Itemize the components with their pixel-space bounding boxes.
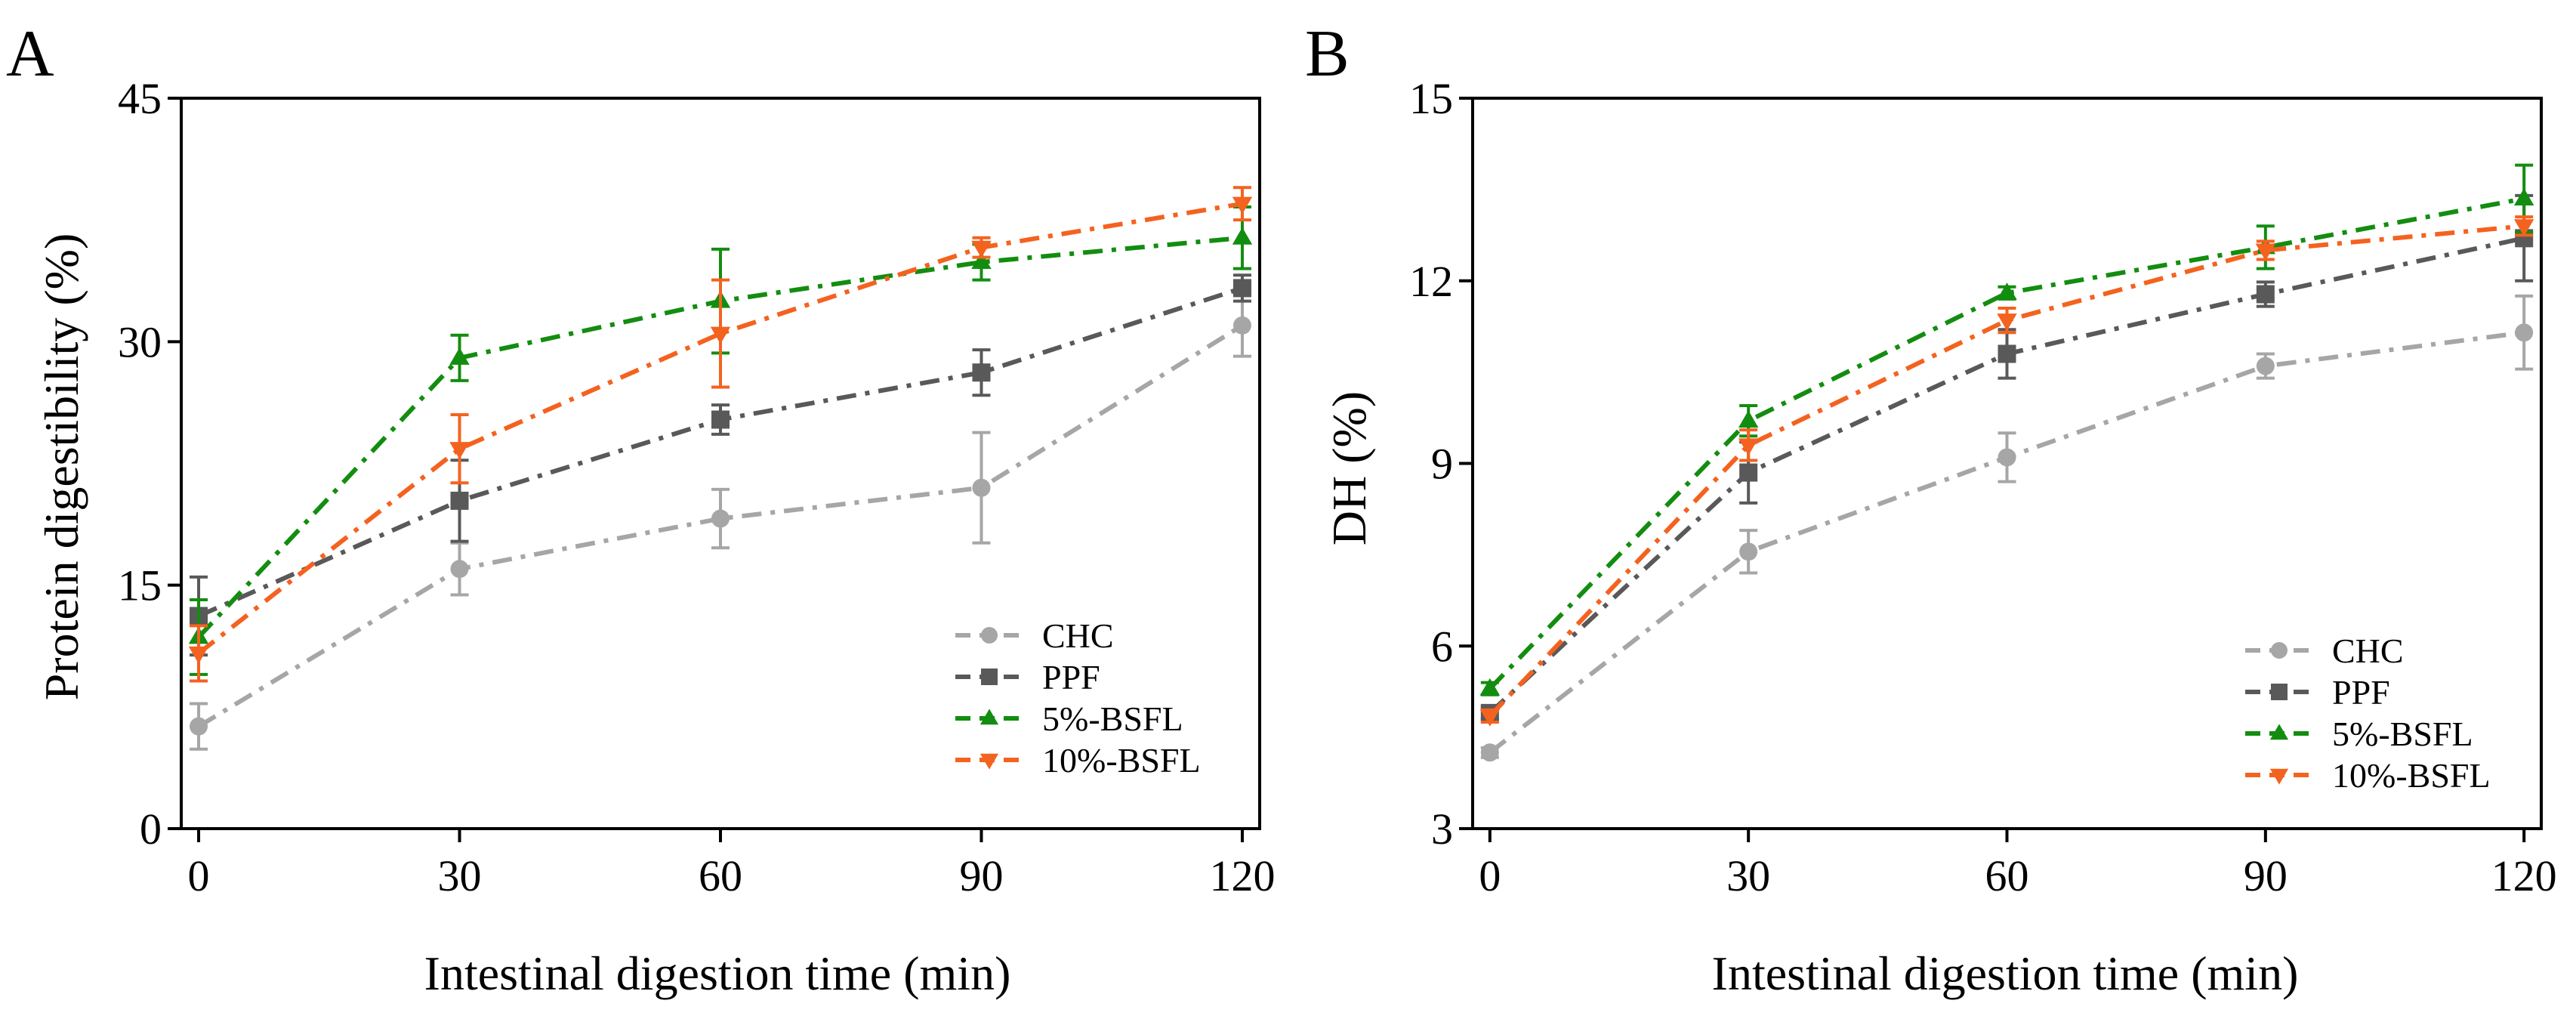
x-tick-label: 60 <box>1985 851 2029 900</box>
x-tick-label: 30 <box>438 851 482 900</box>
data-point <box>1232 227 1253 245</box>
data-point <box>449 347 470 365</box>
y-tick-label: 15 <box>118 561 162 610</box>
legend-marker <box>2269 724 2289 740</box>
data-point <box>1739 463 1758 482</box>
data-point <box>1479 678 1501 696</box>
legend-item: CHC <box>2245 631 2404 670</box>
y-tick-label: 12 <box>1409 257 1453 306</box>
legend-marker <box>979 709 999 725</box>
x-tick-label: 0 <box>1479 851 1501 900</box>
legend-item: 10%-BSFL <box>2245 756 2491 795</box>
y-tick-label: 6 <box>1431 622 1453 671</box>
data-point <box>711 509 730 528</box>
data-point <box>710 326 731 344</box>
data-point <box>971 252 992 270</box>
data-point <box>2256 285 2275 304</box>
x-tick-label: 90 <box>959 851 1003 900</box>
data-point <box>449 442 470 459</box>
data-point <box>2515 323 2534 342</box>
data-point <box>1739 542 1758 561</box>
legend-label: 10%-BSFL <box>2332 756 2491 795</box>
data-point <box>1997 313 2017 331</box>
series-line <box>197 323 1244 729</box>
legend-label: CHC <box>1042 616 1114 655</box>
legend-marker <box>981 627 998 644</box>
panel-a-x-axis-label: Intestinal digestion time (min) <box>424 946 1011 1000</box>
data-point <box>2513 219 2534 237</box>
y-tick-label: 15 <box>1409 74 1453 123</box>
data-point <box>1480 743 1499 762</box>
data-point <box>1232 279 1251 298</box>
legend-marker <box>2271 684 2288 700</box>
x-tick-label: 0 <box>188 851 210 900</box>
series-chc <box>1480 294 2534 762</box>
data-point <box>450 491 469 510</box>
x-tick-label: 90 <box>2244 851 2288 900</box>
panel-b: B 3 6 9 12 15 0 30 60 90 120 CHCPPF5%-BSFL10%-BSFL… <box>1305 17 2557 1000</box>
legend-marker <box>2269 768 2289 785</box>
data-point <box>190 717 208 736</box>
legend-label: 10%-BSFL <box>1042 741 1201 780</box>
data-point <box>1738 410 1759 428</box>
data-point <box>450 560 469 579</box>
x-tick-label: 120 <box>1209 851 1275 900</box>
legend-item: 5%-BSFL <box>2245 715 2473 753</box>
legend-item: PPF <box>955 658 1100 696</box>
legend-item: 5%-BSFL <box>955 699 1183 738</box>
x-tick-label: 60 <box>699 851 742 900</box>
legend-item: 10%-BSFL <box>955 741 1201 780</box>
legend-label: 5%-BSFL <box>2332 715 2473 753</box>
panel-b-x-axis-label: Intestinal digestion time (min) <box>1712 946 2299 1000</box>
series-5-bsfl <box>188 205 1253 676</box>
data-point <box>971 240 992 258</box>
data-point <box>2256 357 2275 375</box>
x-tick-label: 120 <box>2491 851 2557 900</box>
series-chc <box>190 293 1251 751</box>
legend-marker <box>2271 642 2288 659</box>
data-point <box>711 410 730 429</box>
panel-a-y-axis-label: Protein digestibility (%) <box>35 233 88 701</box>
x-tick-label: 30 <box>1726 851 1770 900</box>
legend-marker <box>979 753 999 770</box>
series-10-bsfl <box>188 186 1253 683</box>
data-point <box>1479 709 1501 727</box>
panel-a: A 0 15 30 45 0 30 60 90 120 CHCPPF5%-BSFL10%-BSFL… <box>6 17 1275 1000</box>
data-point <box>1997 283 2017 300</box>
data-point <box>1998 448 2016 467</box>
data-point <box>1232 196 1253 215</box>
legend-label: 5%-BSFL <box>1042 699 1183 738</box>
y-tick-label: 0 <box>140 804 162 854</box>
panel-a-label: A <box>6 17 54 91</box>
y-tick-label: 45 <box>118 74 162 123</box>
panel-b-label: B <box>1305 17 1350 91</box>
data-point <box>188 646 209 664</box>
data-point <box>1998 344 2016 363</box>
data-point <box>2255 243 2276 261</box>
legend-item: CHC <box>955 616 1114 655</box>
series-10-bsfl <box>1479 215 2534 727</box>
legend-item: PPF <box>2245 673 2390 712</box>
legend-label: PPF <box>1042 658 1100 696</box>
data-point <box>972 478 991 497</box>
y-tick-label: 30 <box>118 317 162 366</box>
series-line <box>197 201 1243 656</box>
legend-label: PPF <box>2332 673 2390 712</box>
legend-label: CHC <box>2332 631 2404 670</box>
data-point <box>972 363 991 382</box>
series-line <box>1488 224 2525 718</box>
legend-marker <box>981 669 998 685</box>
y-tick-label: 3 <box>1431 804 1453 854</box>
data-point <box>2513 188 2534 205</box>
series-5-bsfl <box>1479 163 2534 696</box>
panel-b-y-axis-label: DH (%) <box>1322 391 1376 545</box>
data-point <box>1738 438 1759 456</box>
y-tick-label: 9 <box>1431 440 1453 489</box>
data-point <box>1232 316 1251 335</box>
